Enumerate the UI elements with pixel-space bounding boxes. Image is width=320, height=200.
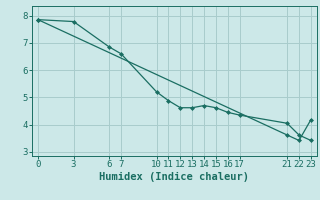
X-axis label: Humidex (Indice chaleur): Humidex (Indice chaleur) <box>100 172 249 182</box>
